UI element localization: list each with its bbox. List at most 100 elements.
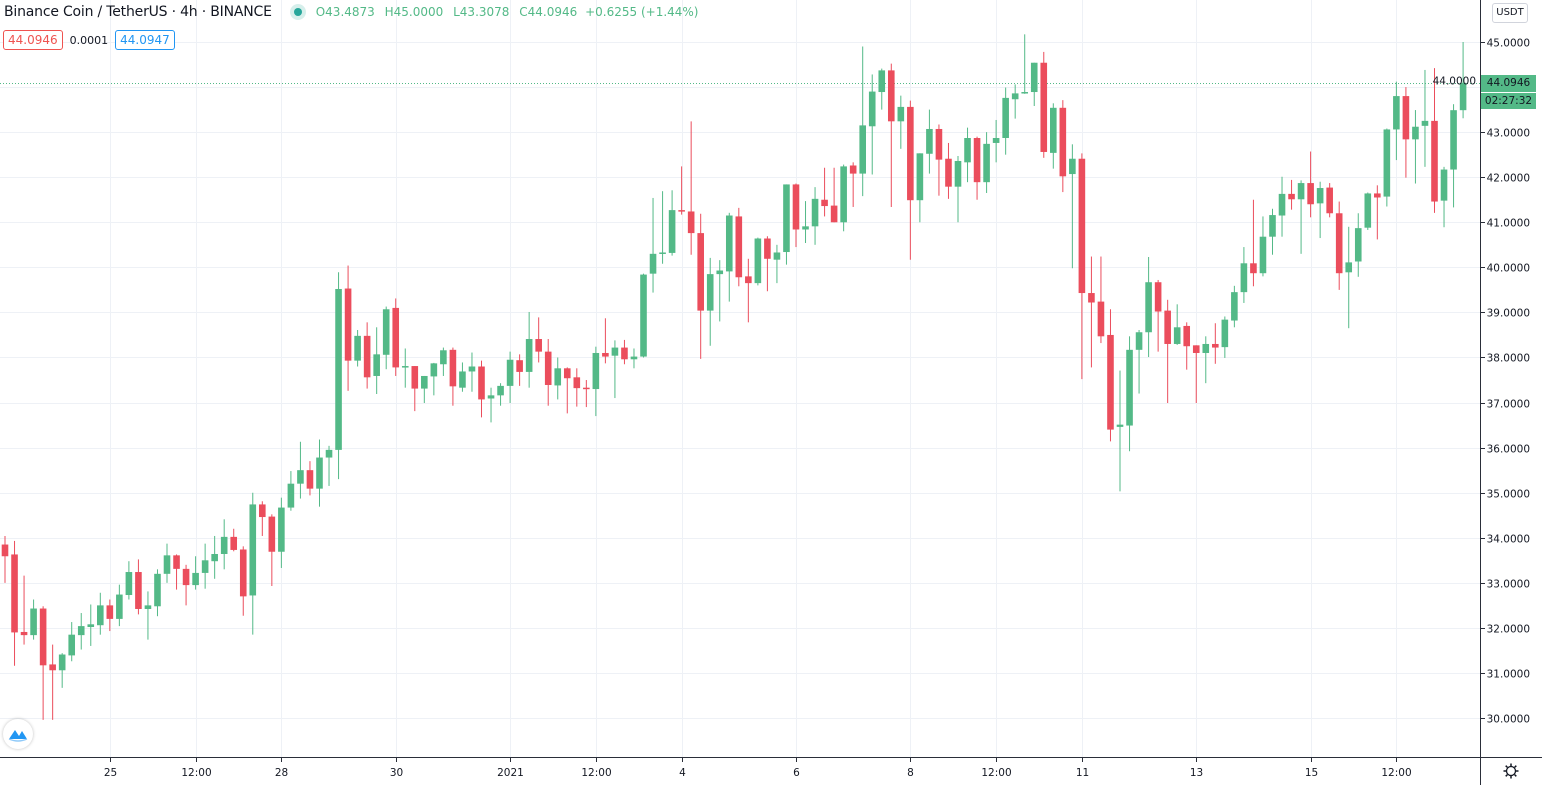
sell-button[interactable]: 44.0946 — [3, 30, 63, 50]
candle[interactable] — [1078, 153, 1086, 380]
candle[interactable] — [716, 260, 724, 322]
candle[interactable] — [382, 306, 390, 370]
candle[interactable] — [611, 340, 619, 399]
candle[interactable] — [392, 298, 400, 376]
candle[interactable] — [1402, 87, 1410, 178]
candle[interactable] — [97, 592, 104, 635]
candle[interactable] — [163, 543, 171, 583]
candle[interactable] — [1011, 84, 1019, 119]
candle[interactable] — [20, 575, 28, 645]
candle[interactable] — [887, 63, 895, 207]
candle[interactable] — [563, 367, 571, 414]
candle[interactable] — [554, 357, 562, 400]
candle[interactable] — [173, 554, 180, 590]
candle[interactable] — [344, 265, 352, 391]
candle[interactable] — [468, 352, 476, 392]
candle[interactable] — [907, 100, 914, 260]
candle[interactable] — [30, 599, 37, 640]
candle[interactable] — [440, 347, 447, 376]
candle[interactable] — [220, 519, 228, 570]
candle[interactable] — [1173, 304, 1181, 345]
candle[interactable] — [1231, 285, 1238, 328]
candle[interactable] — [1116, 370, 1124, 492]
candle[interactable] — [1030, 62, 1038, 106]
candle[interactable] — [687, 121, 695, 255]
candle[interactable] — [697, 213, 704, 359]
candle[interactable] — [459, 362, 466, 392]
price-axis[interactable]: 30.0000 31.0000 32.0000 33.0000 34.0000 35.00… — [1433, 38, 1530, 726]
settings-gear-icon[interactable] — [1502, 762, 1520, 780]
candle[interactable] — [39, 606, 47, 720]
candle[interactable] — [1288, 179, 1295, 210]
candle[interactable] — [964, 127, 971, 183]
candle[interactable] — [421, 375, 428, 404]
candle[interactable] — [602, 318, 609, 364]
candle[interactable] — [811, 187, 819, 245]
candle[interactable] — [630, 348, 638, 369]
candle[interactable] — [678, 166, 685, 215]
candle[interactable] — [992, 119, 1000, 163]
candle[interactable] — [1088, 256, 1095, 368]
candle[interactable] — [192, 556, 199, 590]
candle[interactable] — [11, 540, 18, 666]
candle[interactable] — [1374, 185, 1381, 240]
tradingview-logo-icon[interactable] — [3, 719, 33, 749]
candle[interactable] — [430, 362, 438, 396]
candle[interactable] — [773, 244, 781, 284]
candle[interactable] — [859, 46, 866, 197]
candle[interactable] — [201, 543, 209, 589]
candle[interactable] — [287, 471, 295, 511]
candle[interactable] — [449, 347, 457, 406]
candle[interactable] — [583, 380, 590, 408]
candle[interactable] — [868, 74, 876, 175]
candle[interactable] — [306, 461, 314, 496]
candle[interactable] — [506, 351, 514, 404]
candle[interactable] — [1135, 329, 1143, 394]
candle[interactable] — [259, 501, 266, 536]
candle[interactable] — [1269, 208, 1276, 255]
candle[interactable] — [1335, 201, 1343, 290]
candle[interactable] — [1307, 151, 1314, 218]
candle[interactable] — [926, 109, 933, 174]
candle[interactable] — [1107, 309, 1114, 442]
candle[interactable] — [297, 441, 304, 499]
candle[interactable] — [916, 153, 924, 223]
candle[interactable] — [621, 339, 628, 365]
candle[interactable] — [1364, 192, 1372, 230]
candle[interactable] — [945, 142, 952, 199]
buy-button[interactable]: 44.0947 — [115, 30, 175, 50]
time-axis[interactable]: 25 12:00 28 30 2021 12:00 4 6 8 12:00 11 13 15 12:00 — [104, 757, 1412, 779]
candle[interactable] — [268, 514, 276, 586]
candle[interactable] — [487, 387, 495, 423]
candle[interactable] — [821, 167, 828, 217]
candle[interactable] — [106, 599, 114, 632]
candle[interactable] — [525, 311, 533, 388]
candle[interactable] — [1412, 110, 1419, 184]
candle[interactable] — [840, 164, 847, 232]
candle[interactable] — [1383, 128, 1391, 207]
candle[interactable] — [849, 162, 857, 207]
candle[interactable] — [363, 322, 371, 389]
candle[interactable] — [373, 327, 380, 394]
candle[interactable] — [1259, 216, 1267, 277]
candle[interactable] — [1240, 247, 1248, 303]
candle[interactable] — [1059, 100, 1067, 193]
candle[interactable] — [135, 559, 142, 615]
candle[interactable] — [878, 68, 886, 110]
candle[interactable] — [1354, 213, 1362, 277]
candle[interactable] — [1183, 322, 1191, 370]
candle[interactable] — [1278, 176, 1286, 237]
candle[interactable] — [278, 497, 285, 568]
candle[interactable] — [1, 535, 9, 583]
candle[interactable] — [1021, 34, 1029, 94]
candle[interactable] — [354, 329, 361, 367]
candle[interactable] — [1393, 81, 1400, 161]
candle[interactable] — [1421, 69, 1429, 167]
candle[interactable] — [516, 354, 523, 386]
candle[interactable] — [792, 183, 800, 248]
candle[interactable] — [1440, 166, 1448, 228]
candle[interactable] — [87, 604, 95, 646]
candle[interactable] — [659, 191, 666, 264]
candle[interactable] — [754, 237, 762, 286]
candle[interactable] — [1221, 316, 1229, 358]
